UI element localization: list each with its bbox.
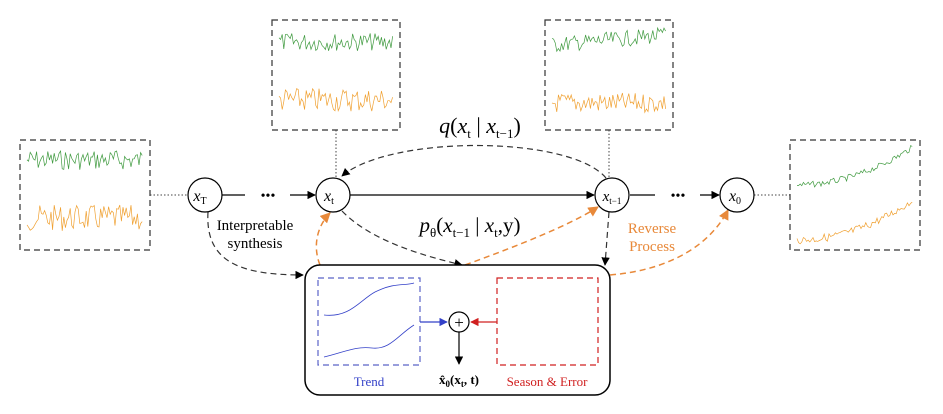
trend-curve [323,324,415,358]
node-label: x [323,188,331,205]
formula-part: q [439,113,450,138]
p-formula: pθ(xt−1 | xt,y) [418,213,521,240]
formula-part: θ [430,225,436,240]
formula-part: t−1 [453,225,470,240]
formula-part: x [484,213,495,237]
output-part: 0 [445,379,450,389]
synthesis-arrow [601,211,610,266]
waveform [551,92,666,114]
node-label: x [602,189,610,205]
formula-part: | [470,213,485,237]
node-label: x [728,188,736,205]
node-label: x [192,188,200,205]
output-part: x̂ [439,372,446,387]
forward-arrow [341,144,607,179]
output-part: t [461,379,464,389]
node: xt [315,177,351,213]
sample-box [19,139,151,251]
season-label: Season & Error [507,374,589,389]
waveform [796,145,913,188]
waveform [796,201,913,245]
formula-part: x [485,113,496,138]
output-label: x̂0(xt, t) [439,372,479,389]
formula-part: t [494,225,498,240]
svg-text:xT: xT [192,188,206,207]
node-sub: T [201,196,207,207]
formula-part: ( [450,113,457,138]
node-sub: t [331,196,334,207]
svg-text:xt−1: xt−1 [602,189,622,206]
reverse-label: Reverse [628,221,677,237]
formula-part: ) [514,113,521,138]
output-part: (x [450,372,461,387]
svg-text:x0: x0 [728,188,741,207]
node-sub: 0 [736,196,741,207]
ellipsis: ••• [671,189,686,204]
waveform [26,149,143,170]
formula-part: p [418,213,431,237]
node: xt−1 [594,177,630,213]
formula-part: x [442,213,453,237]
plus: + [454,313,464,332]
svg-text:xt: xt [323,188,334,207]
synthesis-arrow [341,210,463,268]
waveform [551,26,666,53]
ellipsis: ••• [261,189,276,204]
formula-part: t−1 [496,126,513,141]
formula-part: x [456,113,467,138]
q-formula: q(xt | xt−1) [439,113,521,141]
formula-part: t [467,126,471,141]
formula-part: ,y) [498,213,521,237]
output-part: , t) [464,372,479,387]
reverse-label: Process [629,239,675,255]
formula-part: ( [436,213,443,237]
synthesis-label: synthesis [227,236,282,252]
node: x0 [719,177,755,213]
synthesis-arrow [207,211,304,280]
waveform [278,87,393,112]
node: xT [187,177,223,213]
waveform [26,204,143,231]
sample-box [789,139,921,251]
trend-curve [323,282,415,316]
formula-part: | [471,113,486,138]
node-sub: t−1 [609,196,621,206]
reverse-arrow [464,206,599,266]
reverse-arrow [315,212,331,266]
trend-label: Trend [354,374,385,389]
waveform [278,33,393,52]
synthesis-label: Interpretable [217,218,294,234]
